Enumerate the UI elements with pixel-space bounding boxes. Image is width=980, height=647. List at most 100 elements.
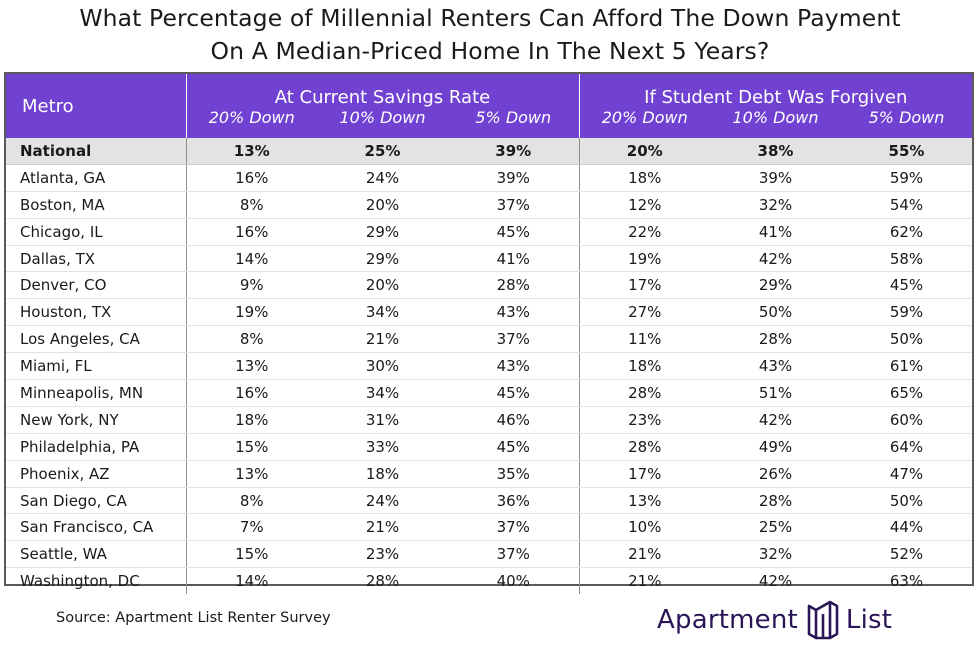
value-cell-current-5-down: 36% xyxy=(448,487,579,515)
value-cell-forgiven-10-down: 42% xyxy=(710,245,841,273)
subheader-20-down: 20% Down xyxy=(185,108,317,138)
metro-cell: Phoenix, AZ xyxy=(6,460,186,488)
value-cell-forgiven-20-down: 19% xyxy=(578,245,710,273)
value-cell-current-5-down: 45% xyxy=(448,379,579,407)
value-cell-current-5-down: 37% xyxy=(448,325,579,354)
subheader-20-down: 20% Down xyxy=(578,108,710,138)
source-note: Source: Apartment List Renter Survey xyxy=(56,610,331,626)
value-cell-forgiven-10-down: 32% xyxy=(710,540,841,569)
value-cell-forgiven-5-down: 54% xyxy=(841,191,973,219)
value-cell-forgiven-10-down: 41% xyxy=(710,218,841,246)
metro-cell: National xyxy=(6,138,186,165)
value-cell-forgiven-5-down: 55% xyxy=(841,138,973,165)
value-cell-current-10-down: 20% xyxy=(317,191,448,219)
value-cell-current-20-down: 14% xyxy=(185,567,317,595)
table-row: Minneapolis, MN 16% 34% 45% 28% 51% 65% xyxy=(6,379,973,407)
metro-column-header: Metro xyxy=(6,74,186,138)
value-cell-forgiven-5-down: 60% xyxy=(841,406,973,434)
apartment-list-logo-icon xyxy=(807,600,839,640)
value-cell-current-10-down: 28% xyxy=(365,572,400,591)
value-cell-current-10-down: 24% xyxy=(317,164,448,192)
subheader-10-down: 10% Down xyxy=(710,108,841,138)
value-cell-forgiven-5-down: 59% xyxy=(841,298,973,327)
value-cell-forgiven-10-down: 49% xyxy=(710,433,841,461)
metro-cell: Minneapolis, MN xyxy=(6,379,186,407)
value-cell-current-5-down: 37% xyxy=(448,540,579,569)
metro-cell: San Diego, CA xyxy=(6,487,186,515)
value-cell-forgiven-10-down: 42% xyxy=(710,406,841,434)
value-cell-current-10-down: 29% xyxy=(317,218,448,246)
value-cell-forgiven-10-down: 26% xyxy=(710,460,841,488)
metro-cell: Denver, CO xyxy=(6,271,186,300)
group-header-debt-forgiven: If Student Debt Was Forgiven xyxy=(578,74,973,108)
metro-cell: Seattle, WA xyxy=(6,540,186,569)
table-row: Phoenix, AZ 13% 18% 35% 17% 26% 47% xyxy=(6,460,973,488)
table-row: Seattle, WA 15% 23% 37% 21% 32% 52% xyxy=(6,540,973,569)
metro-cell: Washington, DC xyxy=(20,572,140,591)
value-cell-forgiven-10-down: 42% xyxy=(758,572,793,591)
value-cell-forgiven-20-down: 23% xyxy=(578,406,710,434)
value-cell-current-5-down: 39% xyxy=(448,164,579,192)
value-cell-forgiven-20-down: 28% xyxy=(578,433,710,461)
value-cell-current-5-down: 37% xyxy=(448,191,579,219)
value-cell-current-10-down: 34% xyxy=(317,298,448,327)
value-cell-forgiven-20-down: 21% xyxy=(578,540,710,569)
value-cell-forgiven-5-down: 58% xyxy=(841,245,973,273)
value-cell-forgiven-5-down: 64% xyxy=(841,433,973,461)
metro-cell: Miami, FL xyxy=(6,352,186,381)
metro-cell: Houston, TX xyxy=(6,298,186,327)
subheader-5-down: 5% Down xyxy=(841,108,973,138)
value-cell-current-20-down: 16% xyxy=(185,218,317,246)
value-cell-forgiven-20-down: 17% xyxy=(578,460,710,488)
value-cell-current-10-down: 21% xyxy=(317,513,448,542)
value-cell-forgiven-10-down: 28% xyxy=(710,487,841,515)
value-cell-current-5-down: 28% xyxy=(448,271,579,300)
value-cell-current-20-down: 14% xyxy=(185,245,317,273)
value-cell-forgiven-5-down: 47% xyxy=(841,460,973,488)
value-cell-forgiven-10-down: 43% xyxy=(710,352,841,381)
table-row: New York, NY 18% 31% 46% 23% 42% 60% xyxy=(6,406,973,434)
value-cell-current-20-down: 13% xyxy=(185,352,317,381)
value-cell-current-20-down: 8% xyxy=(185,191,317,219)
value-cell-current-20-down: 9% xyxy=(185,271,317,300)
value-cell-current-20-down: 18% xyxy=(185,406,317,434)
value-cell-current-5-down: 46% xyxy=(448,406,579,434)
value-cell-current-20-down: 19% xyxy=(185,298,317,327)
value-cell-current-5-down: 45% xyxy=(448,218,579,246)
value-cell-current-5-down: 41% xyxy=(448,245,579,273)
chart-title-line-1: What Percentage of Millennial Renters Ca… xyxy=(79,4,901,32)
value-cell-forgiven-20-down: 13% xyxy=(578,487,710,515)
subheader-5-down: 5% Down xyxy=(448,108,579,138)
value-cell-forgiven-20-down: 12% xyxy=(578,191,710,219)
value-cell-forgiven-10-down: 29% xyxy=(710,271,841,300)
table-row-national: National 13% 25% 39% 20% 38% 55% xyxy=(6,138,973,165)
table-row: Denver, CO 9% 20% 28% 17% 29% 45% xyxy=(6,271,973,300)
value-cell-forgiven-5-down: 65% xyxy=(841,379,973,407)
value-cell-current-10-down: 33% xyxy=(317,433,448,461)
metro-cell: Chicago, IL xyxy=(6,218,186,246)
table-row: Boston, MA 8% 20% 37% 12% 32% 54% xyxy=(6,191,973,219)
subheader-10-down: 10% Down xyxy=(317,108,448,138)
apartment-list-logo: Apartment List xyxy=(657,598,892,642)
value-cell-current-5-down: 43% xyxy=(448,298,579,327)
value-cell-current-10-down: 23% xyxy=(317,540,448,569)
value-cell-forgiven-5-down: 44% xyxy=(841,513,973,542)
value-cell-current-5-down: 43% xyxy=(448,352,579,381)
value-cell-forgiven-5-down: 63% xyxy=(889,572,924,591)
value-cell-forgiven-20-down: 22% xyxy=(578,218,710,246)
logo-word-right: List xyxy=(845,605,893,635)
value-cell-current-10-down: 24% xyxy=(317,487,448,515)
metro-cell: Boston, MA xyxy=(6,191,186,219)
table-row: Houston, TX 19% 34% 43% 27% 50% 59% xyxy=(6,298,973,327)
table-row: San Francisco, CA 7% 21% 37% 10% 25% 44% xyxy=(6,513,973,542)
value-cell-current-20-down: 15% xyxy=(185,540,317,569)
value-cell-forgiven-20-down: 17% xyxy=(578,271,710,300)
chart-title: What Percentage of Millennial Renters Ca… xyxy=(0,2,980,68)
value-cell-current-20-down: 13% xyxy=(185,460,317,488)
value-cell-forgiven-10-down: 28% xyxy=(710,325,841,354)
logo-word-left: Apartment xyxy=(657,605,798,635)
value-cell-forgiven-20-down: 18% xyxy=(578,164,710,192)
value-cell-forgiven-20-down: 20% xyxy=(578,138,710,165)
value-cell-current-10-down: 25% xyxy=(317,138,448,165)
table-row: Chicago, IL 16% 29% 45% 22% 41% 62% xyxy=(6,218,973,246)
